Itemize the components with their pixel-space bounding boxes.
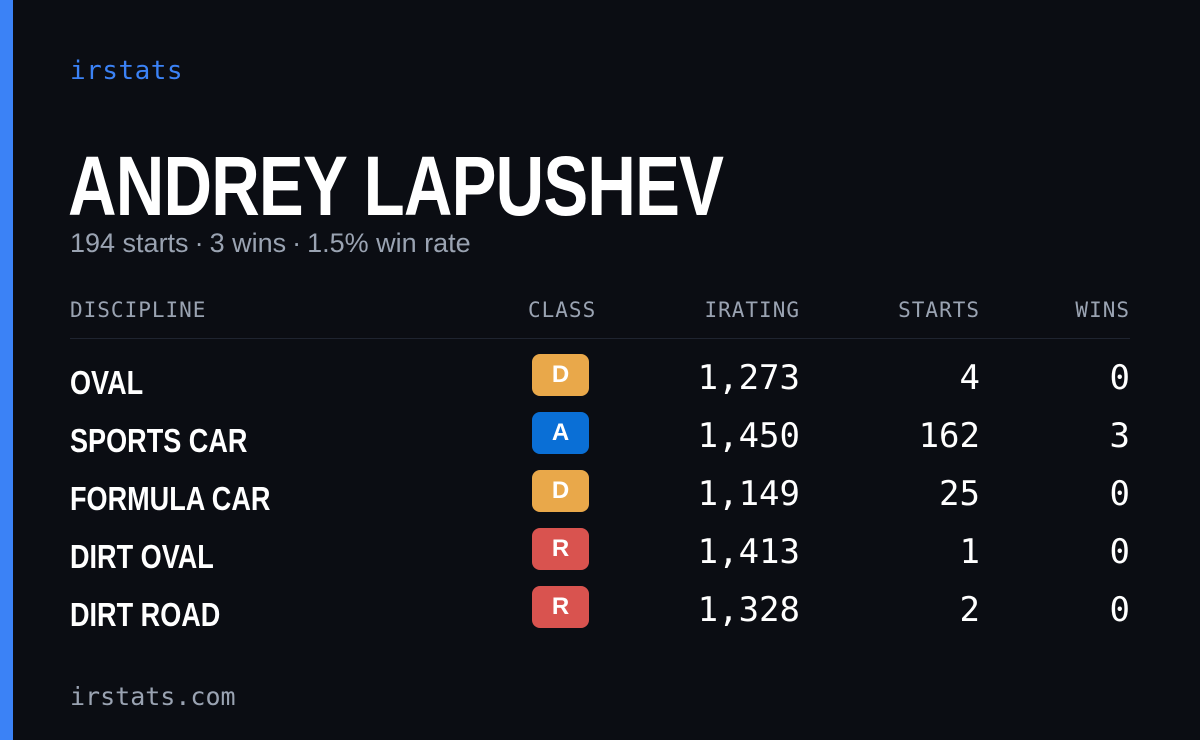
driver-name: ANDREY LAPUSHEV [68, 139, 724, 233]
separator: · [194, 228, 204, 258]
irating-value: 1,149 [697, 474, 800, 514]
wins-value: 0 [1109, 358, 1130, 398]
table-header: DISCIPLINE CLASS IRATING STARTS WINS [70, 298, 1130, 339]
starts-value: 2 [959, 590, 980, 630]
stats-table: OVAL D 1,273 4 0 SPORTS CAR A 1,450 162 … [70, 350, 1130, 640]
driver-summary: 194 starts · 3 wins · 1.5% win rate [70, 228, 471, 259]
class-badge: R [532, 586, 589, 628]
class-badge: D [532, 470, 589, 512]
header-irating: IRATING [704, 298, 800, 322]
header-starts: STARTS [898, 298, 980, 322]
discipline-name: DIRT ROAD [70, 596, 221, 633]
separator: · [292, 228, 302, 258]
discipline-name: FORMULA CAR [70, 480, 271, 517]
header-wins: WINS [1075, 298, 1130, 322]
table-row: FORMULA CAR D 1,149 25 0 [70, 466, 1130, 524]
table-row: DIRT ROAD R 1,328 2 0 [70, 582, 1130, 640]
irating-value: 1,413 [697, 532, 800, 572]
class-badge: A [532, 412, 589, 454]
irating-value: 1,273 [697, 358, 800, 398]
wins-value: 0 [1109, 590, 1130, 630]
discipline-name: SPORTS CAR [70, 422, 248, 459]
irating-value: 1,450 [697, 416, 800, 456]
wins-summary: 3 wins [209, 228, 287, 258]
header-discipline: DISCIPLINE [70, 298, 207, 322]
brand-logo: irstats [70, 56, 184, 86]
starts-value: 1 [959, 532, 980, 572]
wins-value: 0 [1109, 474, 1130, 514]
class-badge: R [532, 528, 589, 570]
starts-value: 4 [959, 358, 980, 398]
wins-value: 3 [1109, 416, 1130, 456]
accent-bar [0, 0, 13, 740]
header-class: CLASS [528, 298, 597, 322]
class-badge: D [532, 354, 589, 396]
table-row: DIRT OVAL R 1,413 1 0 [70, 524, 1130, 582]
wins-value: 0 [1109, 532, 1130, 572]
starts-value: 25 [939, 474, 980, 514]
starts-summary: 194 starts [70, 228, 189, 258]
table-row: OVAL D 1,273 4 0 [70, 350, 1130, 408]
discipline-name: OVAL [70, 364, 144, 401]
starts-value: 162 [918, 416, 980, 456]
table-row: SPORTS CAR A 1,450 162 3 [70, 408, 1130, 466]
discipline-name: DIRT OVAL [70, 538, 214, 575]
site-url: irstats.com [70, 682, 236, 711]
win-rate-summary: 1.5% win rate [307, 228, 471, 258]
irating-value: 1,328 [697, 590, 800, 630]
